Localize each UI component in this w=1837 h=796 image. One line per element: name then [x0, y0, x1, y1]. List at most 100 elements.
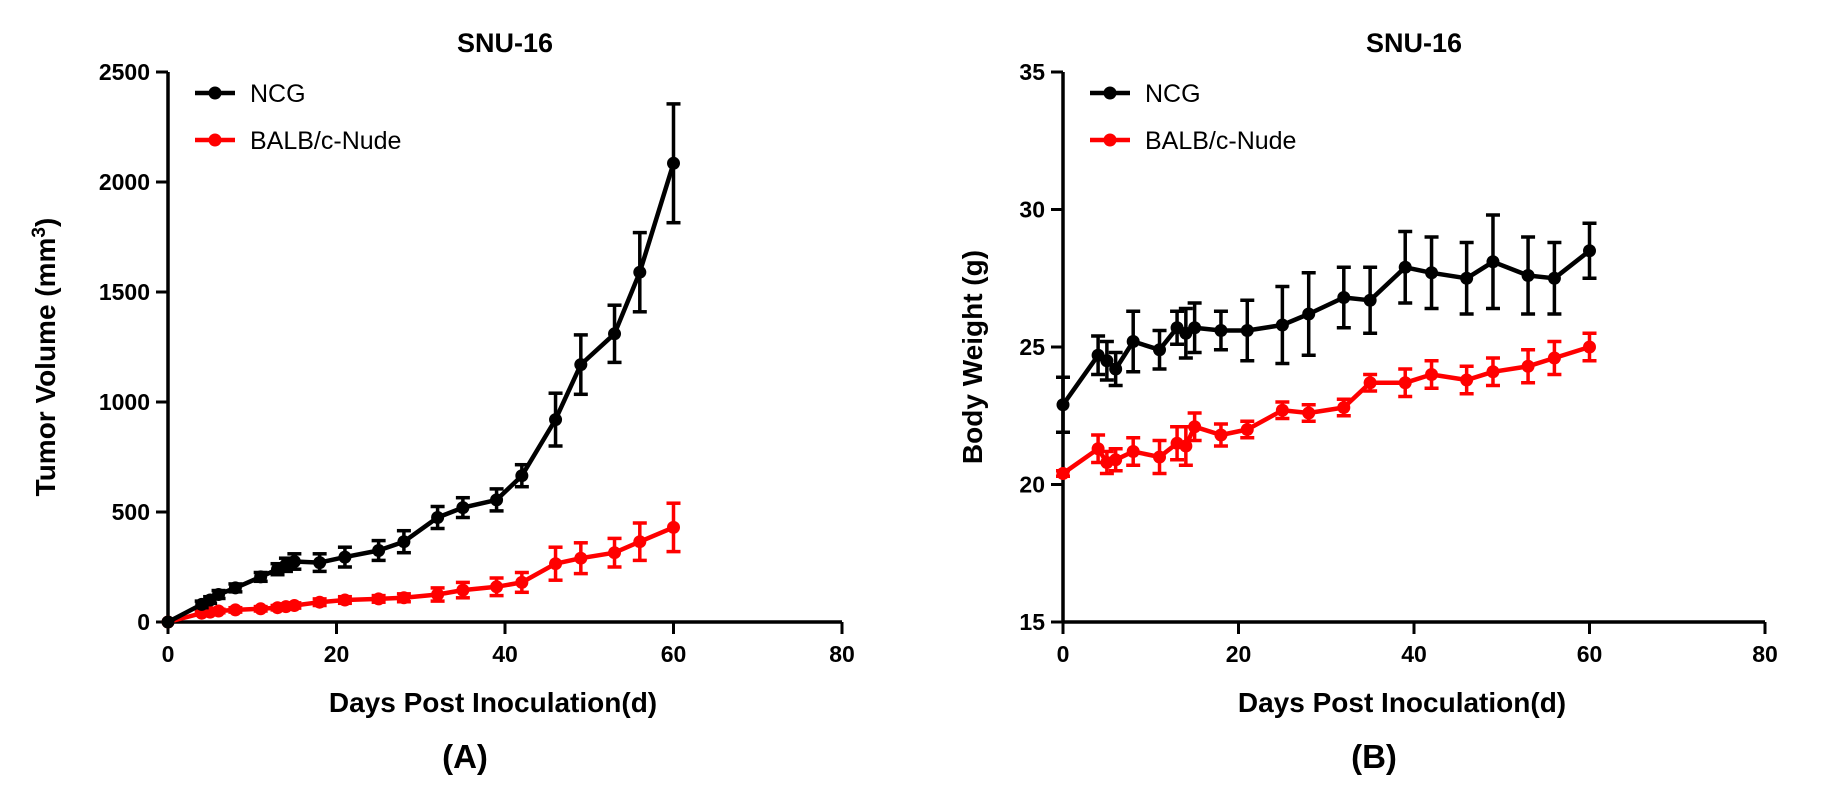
x-tick-label: 0: [162, 641, 175, 667]
x-tick-label: 20: [324, 641, 350, 667]
data-point: [313, 556, 327, 570]
data-point: [212, 604, 226, 618]
y-tick-label: 30: [1019, 197, 1045, 223]
legend-swatch-marker: [1103, 86, 1117, 100]
x-tick-label: 40: [492, 641, 518, 667]
data-point: [1398, 376, 1412, 390]
data-point: [574, 358, 588, 372]
legend-entry: BALB/c-Nude: [1090, 127, 1296, 155]
data-point: [1153, 343, 1167, 357]
data-point: [313, 595, 327, 609]
data-point: [1091, 442, 1105, 456]
data-point: [1363, 293, 1377, 307]
data-point: [608, 327, 622, 341]
data-point: [1302, 307, 1316, 321]
data-point: [1363, 376, 1377, 390]
data-point: [1188, 321, 1202, 335]
data-point: [1521, 359, 1535, 373]
x-tick-label: 20: [1226, 641, 1252, 667]
data-point: [1126, 445, 1140, 458]
data-point: [287, 555, 301, 568]
y-axis-label-main: Body Weight (g): [957, 250, 988, 464]
data-point: [1240, 324, 1254, 337]
y-tick-label: 2500: [99, 59, 150, 85]
data-point: [1486, 255, 1500, 269]
data-point: [1547, 271, 1561, 285]
data-point: [1425, 368, 1439, 381]
data-point: [228, 603, 242, 617]
y-tick-label: 35: [1019, 59, 1045, 85]
y-tick-label: 15: [1019, 609, 1045, 635]
series-balbc-nude: [1056, 331, 1597, 480]
data-point: [549, 413, 563, 427]
tumor-volume-chart: SNU-16 0 20 40 60 80 0 500 1000 1500 2000 2500 Days …: [29, 28, 855, 775]
data-point: [372, 544, 386, 557]
data-point: [608, 546, 622, 560]
y-axis-label-close: ): [30, 218, 61, 227]
data-point: [431, 511, 445, 524]
data-point: [1337, 401, 1351, 414]
legend-swatch-marker: [208, 86, 222, 100]
chart-title: SNU-16: [1366, 28, 1462, 58]
data-point: [633, 265, 647, 279]
data-point: [515, 575, 529, 589]
series-line: [167, 525, 675, 625]
data-point: [338, 593, 352, 607]
data-point: [1460, 271, 1474, 285]
y-axis-label-superscript: 3: [29, 227, 50, 238]
legend-entry: NCG: [1090, 80, 1201, 108]
y-tick-label: 2000: [99, 169, 150, 195]
data-point: [1056, 398, 1070, 412]
data-point: [228, 581, 242, 595]
data-point: [212, 588, 226, 601]
data-point: [1126, 335, 1140, 348]
data-point: [1109, 362, 1123, 376]
data-point: [1240, 423, 1254, 436]
legend-entry: NCG: [195, 80, 306, 108]
data-point: [1302, 406, 1316, 420]
data-point: [574, 551, 588, 565]
data-point: [633, 535, 647, 549]
series-line: [1061, 344, 1591, 476]
data-point: [549, 557, 563, 571]
data-point: [456, 501, 470, 515]
y-tick-label: 1000: [99, 389, 150, 415]
data-point: [397, 591, 411, 605]
series-ncg: [161, 102, 681, 629]
data-point: [515, 469, 529, 483]
y-tick-label: 1500: [99, 279, 150, 305]
data-point: [1214, 428, 1228, 442]
legend-label: BALB/c-Nude: [1145, 127, 1296, 155]
legend-entry: BALB/c-Nude: [195, 127, 401, 155]
data-point: [1109, 453, 1123, 467]
x-tick-label: 80: [1752, 641, 1778, 667]
data-point: [1179, 439, 1193, 453]
chart-title: SNU-16: [457, 28, 553, 58]
panel-label: (B): [1351, 738, 1397, 775]
data-point: [456, 583, 470, 597]
legend-swatch-marker: [208, 133, 222, 147]
data-point: [1521, 269, 1535, 282]
legend-swatch-marker: [1103, 133, 1117, 147]
legend-label: BALB/c-Nude: [250, 127, 401, 155]
data-point: [372, 592, 386, 606]
legend-label: NCG: [250, 80, 306, 108]
data-point: [667, 156, 680, 170]
data-point: [397, 535, 411, 549]
data-point: [1214, 324, 1228, 337]
series-balbc-nude: [161, 501, 681, 629]
data-point: [1425, 266, 1439, 280]
data-point: [254, 602, 268, 616]
data-point: [338, 550, 352, 564]
data-point: [1547, 351, 1561, 365]
x-tick-label: 0: [1057, 641, 1070, 667]
data-point: [1583, 244, 1596, 258]
data-point: [1275, 318, 1289, 332]
data-point: [287, 599, 301, 612]
series-ncg: [1056, 213, 1597, 434]
data-point: [161, 615, 175, 629]
legend-label: NCG: [1145, 80, 1201, 108]
y-axis-label: Tumor Volume (mm3): [29, 218, 62, 497]
series-line: [1061, 249, 1591, 407]
